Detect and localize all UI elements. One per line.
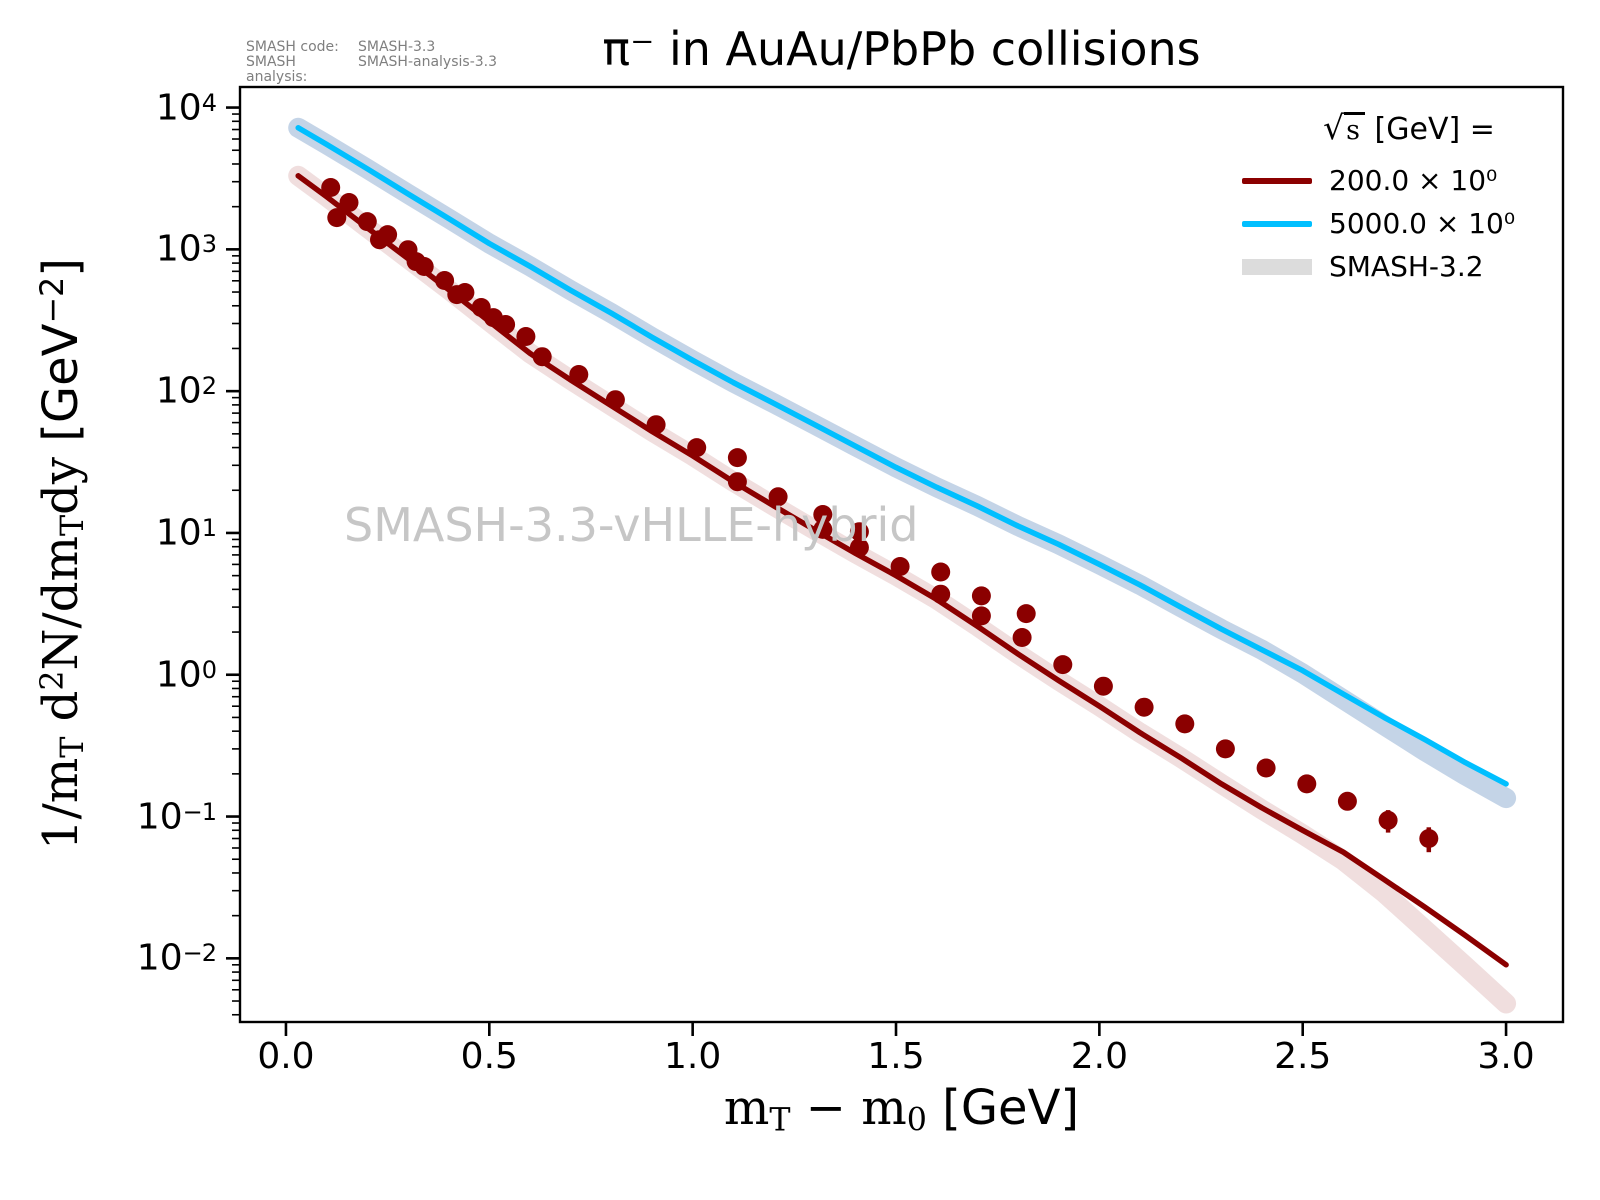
x-tick-label: 1.0 [664,1036,722,1077]
axis-label-segment: 1/m [32,757,89,850]
sqrt-argument: s [1344,112,1366,146]
legend-entry-5000: 5000.0 × 10⁰ [1242,202,1542,245]
axis-label-segment: d [32,690,89,737]
axis-label-segment: T [55,736,92,758]
axis-label-segment: −2 [35,276,72,324]
axis-label-segment: [GeV] [926,1080,1080,1136]
y-tick-label: 101 [155,512,217,554]
legend-title-rest: [GeV] = [1365,112,1495,147]
legend: √s [GeV] = 200.0 × 10⁰ 5000.0 × 10⁰ SMAS… [1242,108,1542,288]
y-tick-label: 102 [155,370,217,412]
legend-entry-smash32: SMASH-3.2 [1242,245,1542,288]
legend-label-200: 200.0 × 10⁰ [1329,164,1498,197]
watermark-text: SMASH-3.3-vHLLE-hybrid [344,498,919,552]
y-tick-label: 104 [155,87,217,129]
legend-line-swatch-5000 [1242,220,1312,227]
legend-band-swatch-smash32 [1242,258,1312,275]
x-tick-label: 0.0 [257,1036,315,1077]
y-tick-label: 100 [155,654,217,696]
axis-label-segment: [GeV [32,323,89,442]
smash-analysis-line: SMASH analysis: SMASH-analysis-3.3 [246,55,497,85]
x-tick-label: 2.5 [1274,1036,1332,1077]
smash-code-line: SMASH code: SMASH-3.3 [246,40,497,55]
axis-label-segment: N/dm [32,536,89,671]
x-tick-label: 2.0 [1070,1036,1128,1077]
smash-analysis-value: SMASH-analysis-3.3 [358,54,498,70]
axis-label-segment: T [769,1102,791,1139]
axis-label-segment: m [723,1080,770,1136]
sqrt-symbol: √ [1323,108,1345,147]
x-tick-label: 3.0 [1477,1036,1535,1077]
legend-label-smash32: SMASH-3.2 [1329,250,1484,283]
y-tick-label: 10−1 [136,796,217,838]
smash-code-value: SMASH-3.3 [358,39,436,55]
legend-title: √s [GeV] = [1242,108,1542,147]
legend-label-5000: 5000.0 × 10⁰ [1329,207,1516,240]
y-tick-label: 103 [155,228,217,270]
axis-label-segment: 0 [906,1102,927,1139]
x-axis-label: mT − m0 [GeV] [240,1080,1563,1138]
x-tick-label: 0.5 [460,1036,518,1077]
legend-line-swatch-200 [1242,177,1312,184]
y-axis-label: 1/mT d2N/dmTdy [GeV−2] [33,258,91,850]
axis-label-segment: T [55,514,92,537]
axis-label-segment: − m [790,1080,907,1136]
axis-label-segment: 2 [35,670,72,691]
axis-label-segment: dy [32,441,89,515]
legend-entry-200: 200.0 × 10⁰ [1242,159,1542,202]
smash-meta-annotation: SMASH code: SMASH-3.3 SMASH analysis: SM… [246,40,497,85]
smash-analysis-label: SMASH analysis: [246,54,308,85]
smash-code-label: SMASH code: [246,39,339,55]
plot-title: π⁻ in AuAu/PbPb collisions [602,22,1201,76]
axis-label-segment: ] [32,258,89,277]
x-tick-label: 1.5 [867,1036,925,1077]
y-tick-label: 10−2 [136,937,217,979]
